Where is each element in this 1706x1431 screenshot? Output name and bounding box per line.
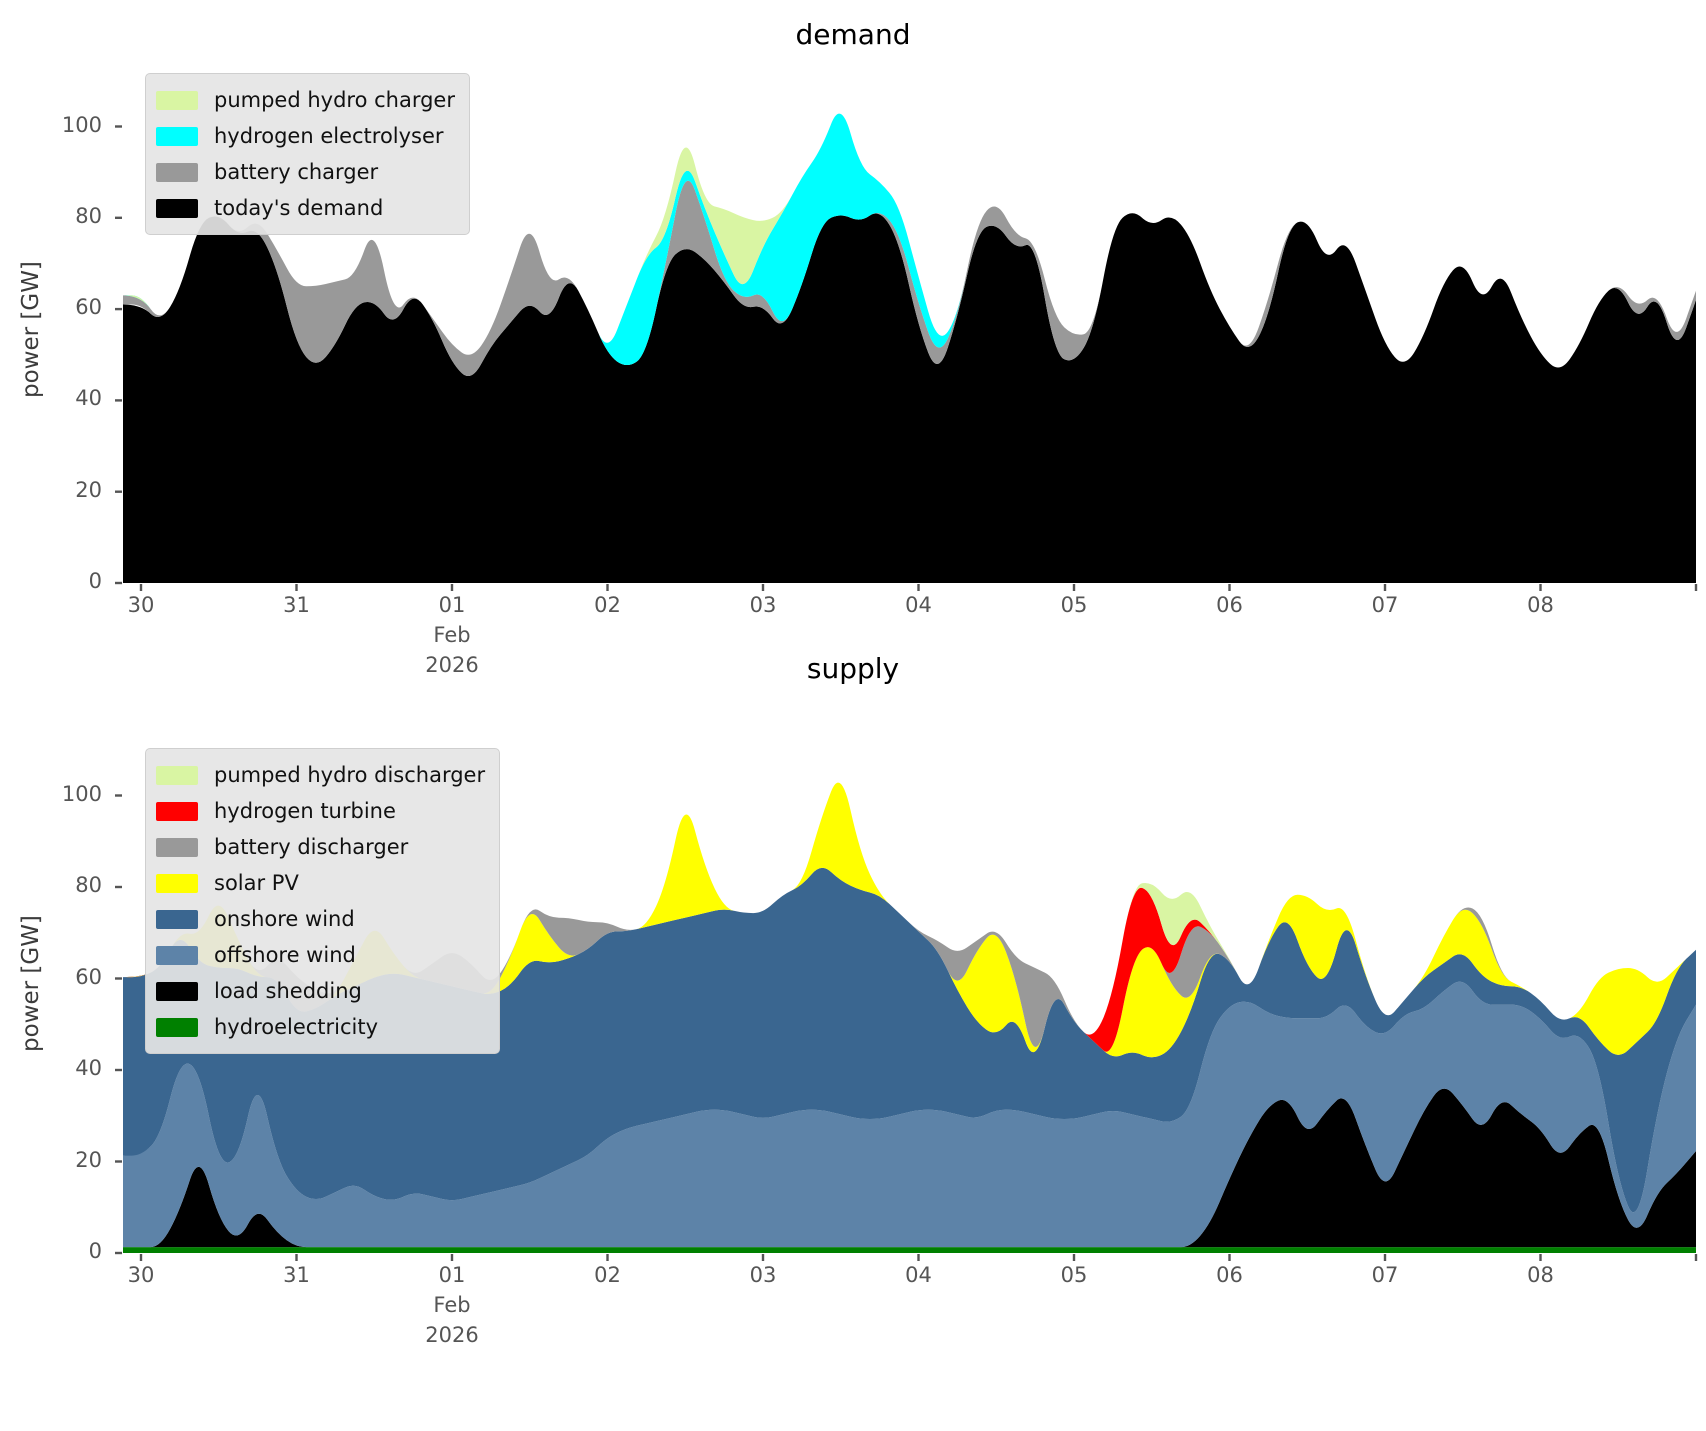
legend-swatch-load-shedding — [156, 981, 198, 1001]
x-tick-label: 04 — [905, 593, 932, 617]
y-tick-label: 0 — [88, 569, 102, 593]
legend-label: pumped hydro discharger — [214, 763, 486, 787]
area-today-s-demand — [123, 213, 1696, 583]
legend-swatch-hydroelectricity — [156, 1017, 198, 1037]
legend-swatch-hydrogen-turbine — [156, 801, 198, 821]
legend-swatch-onshore-wind — [156, 909, 198, 929]
legend-label: battery charger — [214, 160, 379, 184]
y-tick-label: 40 — [75, 1056, 102, 1080]
x-tick-label: 08 — [1527, 593, 1554, 617]
y-tick-label: 0 — [88, 1239, 102, 1263]
legend-label: solar PV — [214, 871, 299, 895]
legend-swatch-hydrogen-electrolyser — [156, 126, 198, 146]
x-tick-label: 05 — [1060, 1263, 1088, 1287]
x-tick-label: 03 — [749, 593, 777, 617]
x-tick-label: 31 — [283, 593, 310, 617]
x-axis-year-label: 2026 — [425, 1323, 479, 1347]
legend-swatch-battery-discharger — [156, 837, 198, 857]
x-tick-label: 31 — [283, 1263, 310, 1287]
y-tick-label: 60 — [75, 964, 102, 989]
legend-item-battery-charger: battery charger — [156, 154, 455, 190]
legend-item-solar-pv: solar PV — [156, 865, 485, 901]
legend-item-pumped-hydro-charger: pumped hydro charger — [156, 82, 455, 118]
legend-label: today's demand — [214, 196, 384, 220]
area-offshore-wind — [123, 981, 1696, 1248]
x-tick-label: 05 — [1060, 593, 1088, 617]
x-tick-label: 08 — [1527, 1263, 1554, 1287]
legend-swatch-today-s-demand — [156, 198, 198, 218]
legend-item-hydrogen-turbine: hydrogen turbine — [156, 793, 485, 829]
legend-item-load-shedding: load shedding — [156, 973, 485, 1009]
x-axis-month-label: Feb — [433, 623, 471, 647]
y-tick-label: 20 — [75, 1147, 102, 1172]
demand-y-axis-label: power [GW] — [18, 261, 44, 398]
legend-item-onshore-wind: onshore wind — [156, 901, 485, 937]
supply-legend: pumped hydro discharger hydrogen turbine b… — [145, 748, 501, 1054]
y-tick-label: 60 — [75, 295, 102, 320]
legend-item-pumped-hydro-discharger: pumped hydro discharger — [156, 757, 485, 793]
x-tick-label: 07 — [1371, 1263, 1399, 1287]
legend-label: hydroelectricity — [214, 1015, 379, 1039]
legend-item-today-s-demand: today's demand — [156, 190, 455, 226]
legend-label: hydrogen turbine — [214, 799, 396, 823]
x-tick-label: 04 — [905, 1263, 932, 1287]
area-onshore-wind — [123, 867, 1696, 1213]
area-battery-charger — [123, 180, 1696, 377]
demand-plot-area — [115, 113, 1698, 591]
x-tick-label: 02 — [594, 1263, 621, 1287]
x-tick-label: 01 — [438, 593, 466, 617]
x-tick-label: 30 — [127, 1263, 155, 1287]
demand-legend: pumped hydro charger hydrogen electrolyse… — [145, 73, 470, 235]
y-tick-label: 100 — [61, 781, 102, 806]
legend-label: hydrogen electrolyser — [214, 124, 444, 148]
y-tick-label: 80 — [75, 873, 102, 897]
y-tick-label: 40 — [75, 386, 102, 411]
x-axis-year-label: 2026 — [425, 653, 479, 677]
legend-item-hydrogen-electrolyser: hydrogen electrolyser — [156, 118, 455, 154]
x-tick-label: 06 — [1216, 593, 1243, 617]
legend-label: onshore wind — [214, 907, 355, 931]
legend-label: battery discharger — [214, 835, 409, 859]
area-load-shedding — [123, 1088, 1696, 1248]
legend-swatch-pumped-hydro-discharger — [156, 765, 198, 785]
x-axis-month-label: Feb — [433, 1293, 471, 1317]
supply-chart-title: supply — [806, 652, 900, 685]
legend-swatch-battery-charger — [156, 162, 198, 182]
y-tick-label: 100 — [61, 112, 102, 137]
legend-item-offshore-wind: offshore wind — [156, 937, 485, 973]
legend-swatch-pumped-hydro-charger — [156, 90, 198, 110]
legend-item-hydroelectricity: hydroelectricity — [156, 1009, 485, 1045]
x-tick-label: 01 — [438, 1263, 466, 1287]
x-tick-label: 06 — [1216, 1263, 1243, 1287]
y-tick-label: 80 — [75, 203, 102, 228]
legend-item-battery-discharger: battery discharger — [156, 829, 485, 865]
x-tick-label: 03 — [749, 1263, 777, 1287]
x-tick-label: 30 — [127, 593, 155, 617]
legend-swatch-solar-pv — [156, 873, 198, 893]
legend-label: pumped hydro charger — [214, 88, 455, 112]
legend-swatch-offshore-wind — [156, 945, 198, 965]
x-tick-label: 07 — [1371, 593, 1399, 617]
legend-label: load shedding — [214, 979, 362, 1003]
y-tick-label: 20 — [75, 477, 102, 502]
demand-chart-title: demand — [795, 18, 911, 51]
area-hydroelectricity — [123, 1247, 1696, 1253]
x-tick-label: 02 — [594, 593, 621, 617]
legend-label: offshore wind — [214, 943, 356, 967]
supply-plot-area — [115, 782, 1698, 1261]
